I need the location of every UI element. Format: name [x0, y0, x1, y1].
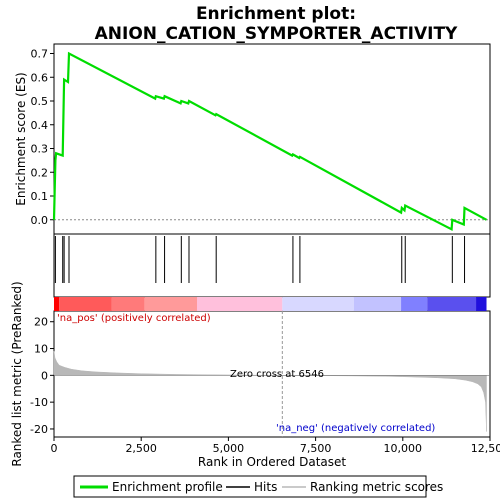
color-bar-segment [197, 297, 283, 311]
legend-hits-label: Hits [254, 480, 277, 494]
metric-y-axis: -20 -10 0 10 20 [30, 316, 54, 436]
metric-y-tick-label: 10 [34, 343, 48, 356]
color-bar-segment [427, 297, 477, 311]
zero-cross-label: Zero cross at 6546 [230, 369, 324, 380]
es-y-tick-label: 0.6 [31, 71, 49, 84]
legend-enrichment-label: Enrichment profile [112, 480, 223, 494]
es-y-tick-label: 0.1 [31, 190, 49, 203]
metric-y-axis-label: Ranked list metric (PreRanked) [10, 281, 24, 466]
chart-title-line-1: Enrichment plot: [196, 4, 356, 24]
color-bar-segment [144, 297, 198, 311]
ranking-color-bar [54, 297, 487, 311]
color-bar-segment [353, 297, 402, 311]
negative-correlation-label: 'na_neg' (negatively correlated) [276, 423, 435, 434]
enrichment-profile-line [52, 51, 488, 232]
es-y-tick-label: 0.3 [31, 143, 49, 156]
color-bar-segment [54, 297, 60, 311]
x-tick-label: 7,500 [300, 442, 332, 455]
es-y-axis: 0.0 0.1 0.2 0.3 0.4 0.5 0.6 0.7 [31, 48, 54, 227]
legend-metric-label: Ranking metric scores [310, 480, 443, 494]
color-bar-segment [476, 297, 487, 311]
x-tick-label: 12,500 [471, 442, 500, 455]
color-bar-segment [282, 297, 354, 311]
x-tick-label: 10,000 [384, 442, 423, 455]
x-axis-label: Rank in Ordered Dataset [198, 455, 346, 469]
x-tick-label: 2,500 [125, 442, 157, 455]
metric-y-tick-label: -10 [30, 396, 48, 409]
color-bar-segment [111, 297, 145, 311]
hits-panel-frame [53, 233, 491, 298]
color-bar-segment [401, 297, 428, 311]
es-y-tick-label: 0.4 [31, 119, 49, 132]
es-y-tick-label: 0.5 [31, 95, 49, 108]
color-bar-segment [59, 297, 112, 311]
x-tick-label: 0 [51, 442, 58, 455]
es-series [52, 51, 488, 232]
es-y-tick-label: 0.2 [31, 166, 49, 179]
metric-y-tick-label: -20 [30, 423, 48, 436]
positive-correlation-label: 'na_pos' (positively correlated) [57, 313, 211, 324]
es-y-tick-label: 0.0 [31, 214, 49, 227]
ranking-metric-area [53, 351, 490, 432]
es-plot-frame [53, 43, 491, 235]
metric-y-tick-label: 0 [41, 369, 48, 382]
hit-markers [54, 236, 466, 283]
es-y-tick-label: 0.7 [31, 48, 49, 61]
chart-title-line-2: ANION_CATION_SYMPORTER_ACTIVITY [95, 24, 458, 44]
es-y-axis-label: Enrichment score (ES) [14, 72, 28, 205]
x-tick-label: 5,000 [213, 442, 245, 455]
metric-y-tick-label: 20 [34, 316, 48, 329]
rank-x-axis: 0 2,500 5,000 7,500 10,000 12,500 [51, 437, 500, 455]
